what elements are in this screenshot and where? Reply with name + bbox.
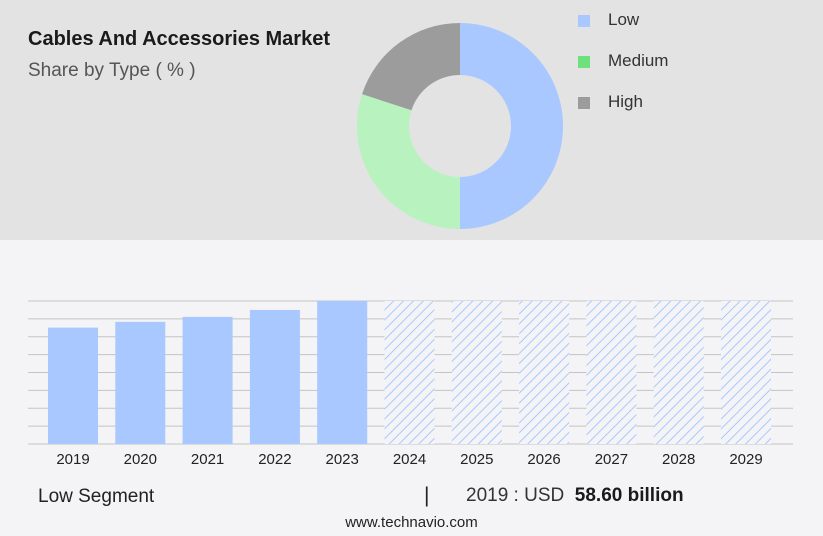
legend-item-high: High [578,90,698,131]
bar-2023 [317,301,368,444]
bar-2022 [249,309,300,444]
bar-2024-forecast [384,301,435,444]
x-tick-label-2026: 2026 [527,451,560,468]
bar-2029-forecast [721,301,771,444]
bar-2025-forecast [451,301,502,444]
segment-value-prefix: 2019 : USD [466,485,565,506]
x-tick-label-2024: 2024 [393,451,426,468]
bar-chart: 2019 2020 2021 2022 2023 2024 2025 2026 2027 2028… [28,300,793,468]
x-tick-label-2020: 2020 [124,451,157,468]
donut-slice-high [362,23,460,111]
website-link[interactable]: www.technavio.com [345,514,478,531]
bar-2020 [115,321,166,444]
x-tick-label-2029: 2029 [729,451,762,468]
chart-title: Cables And Accessories Market [28,28,330,50]
bar-2021 [182,316,233,444]
legend-item-medium: Medium [578,49,698,90]
segment-value: 2019 : USD 58.60 billion [466,485,684,507]
legend-item-low: Low [578,8,698,49]
donut-slice-low [460,23,563,229]
x-tick-label-2021: 2021 [191,451,224,468]
bar-2019 [48,327,98,444]
x-tick-label-2022: 2022 [258,451,291,468]
legend-label-medium: Medium [608,51,669,70]
segment-value-amount: 58.60 billion [574,485,684,506]
legend-swatch-high [578,97,590,109]
x-tick-label-2023: 2023 [326,451,359,468]
legend-label-high: High [608,92,643,111]
legend-label-low: Low [608,10,640,29]
donut-slice-medium [356,94,460,229]
donut-legend: Low Medium High [578,8,698,131]
bar-2027-forecast [586,301,637,444]
donut-chart [356,23,563,229]
x-tick-label-2025: 2025 [460,451,493,468]
bar-2028-forecast [653,301,704,444]
segment-label: Low Segment [38,486,155,507]
x-tick-label-2019: 2019 [56,451,89,468]
footer-separator: | [424,484,430,507]
legend-swatch-medium [578,56,590,68]
x-tick-label-2027: 2027 [595,451,628,468]
bar-2026-forecast [519,301,570,444]
chart-subtitle: Share by Type ( % ) [28,60,196,81]
legend-swatch-low [578,15,590,27]
x-tick-label-2028: 2028 [662,451,695,468]
